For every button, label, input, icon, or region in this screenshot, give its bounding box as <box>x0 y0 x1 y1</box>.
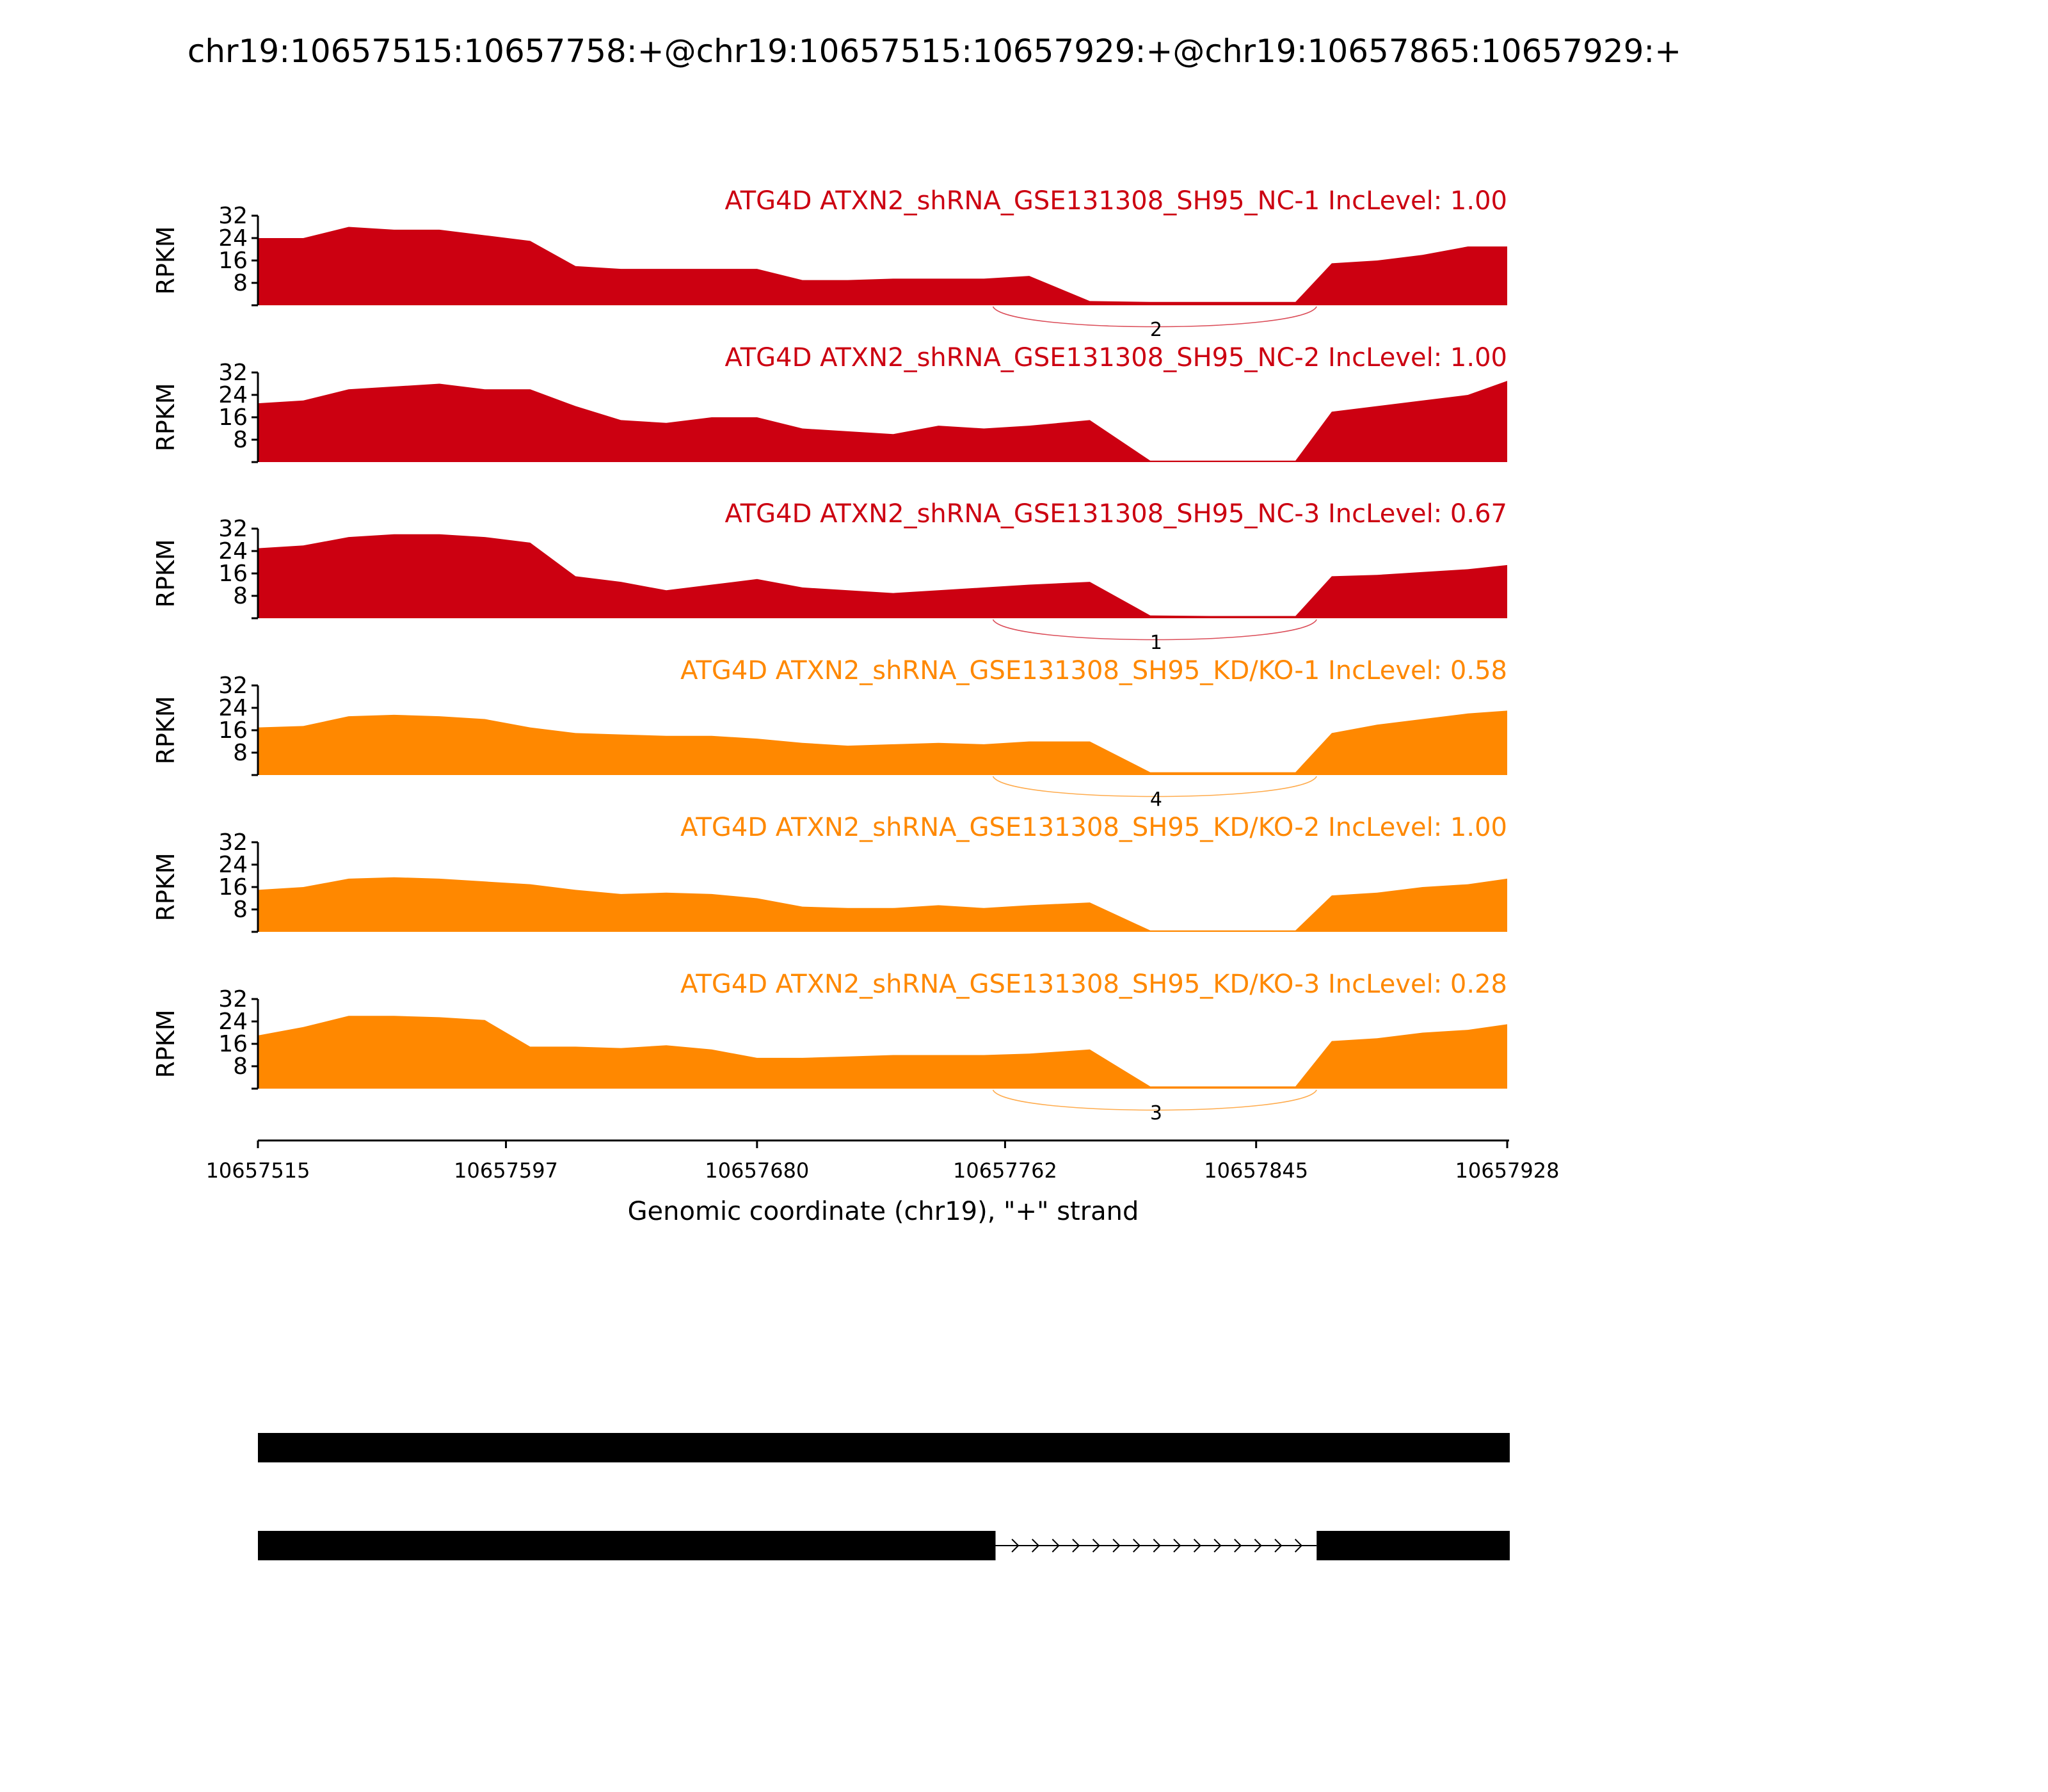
intron-arrow <box>1173 1539 1181 1553</box>
y-tick-label: 32 <box>218 516 248 542</box>
y-tick-label: 16 <box>218 561 248 587</box>
junction-count: 1 <box>1150 632 1162 654</box>
chart-title: chr19:10657515:10657758:+@chr19:10657515… <box>188 33 1681 70</box>
intron-arrow <box>1274 1539 1283 1553</box>
y-tick-label: 24 <box>218 1009 248 1035</box>
intron-arrow <box>1032 1539 1040 1553</box>
coverage-area <box>258 227 1507 305</box>
y-axis-label: RPKM <box>152 539 180 607</box>
track-label: ATG4D ATXN2_shRNA_GSE131308_SH95_NC-1 In… <box>724 186 1507 216</box>
coverage-area <box>258 710 1507 775</box>
y-tick-label: 8 <box>233 427 248 453</box>
coverage-area <box>258 1016 1507 1089</box>
transcript-models <box>258 1433 1510 1560</box>
intron-arrow <box>1234 1539 1242 1553</box>
intron-arrow <box>1254 1539 1262 1553</box>
x-tick-label: 10657845 <box>1204 1158 1308 1183</box>
y-tick-label: 16 <box>218 1031 248 1057</box>
junction-count: 3 <box>1150 1102 1162 1124</box>
intron-arrow <box>1011 1539 1020 1553</box>
track-label: ATG4D ATXN2_shRNA_GSE131308_SH95_KD/KO-2… <box>680 813 1507 842</box>
y-tick-label: 32 <box>218 360 248 386</box>
y-tick-label: 16 <box>218 404 248 431</box>
y-tick-label: 32 <box>218 829 248 856</box>
junction-arc <box>992 1089 1317 1111</box>
exon-block <box>258 1433 1510 1462</box>
junction-arc <box>992 619 1317 641</box>
junction-arc <box>992 306 1317 328</box>
x-tick-label: 10657515 <box>206 1158 310 1183</box>
y-tick-label: 16 <box>218 717 248 744</box>
y-tick-label: 32 <box>218 673 248 699</box>
x-tick-label: 10657928 <box>1455 1158 1560 1183</box>
intron-arrow <box>1153 1539 1161 1553</box>
y-tick-label: 24 <box>218 695 248 721</box>
track-label: ATG4D ATXN2_shRNA_GSE131308_SH95_KD/KO-1… <box>680 656 1507 685</box>
y-tick-label: 8 <box>233 897 248 923</box>
transcript-1 <box>258 1433 1510 1462</box>
junction-arc <box>992 776 1317 797</box>
x-tick-label: 10657597 <box>454 1158 558 1183</box>
intron-arrow <box>1072 1539 1080 1553</box>
y-tick-label: 24 <box>218 538 248 564</box>
intron-arrow <box>1092 1539 1100 1553</box>
junction-count: 4 <box>1150 788 1162 811</box>
y-tick-label: 32 <box>218 203 248 229</box>
track-label: ATG4D ATXN2_shRNA_GSE131308_SH95_NC-2 In… <box>724 343 1507 372</box>
y-tick-label: 8 <box>233 583 248 609</box>
y-tick-label: 24 <box>218 852 248 878</box>
intron-arrow <box>1193 1539 1202 1553</box>
y-axis-label: RPKM <box>152 1009 180 1078</box>
y-tick-label: 8 <box>233 270 248 296</box>
track-label: ATG4D ATXN2_shRNA_GSE131308_SH95_KD/KO-3… <box>680 970 1507 999</box>
y-tick-label: 24 <box>218 225 248 252</box>
transcript-2 <box>258 1531 1510 1560</box>
x-axis-label: Genomic coordinate (chr19), "+" strand <box>628 1197 1139 1226</box>
track-label: ATG4D ATXN2_shRNA_GSE131308_SH95_NC-3 In… <box>724 499 1507 529</box>
y-axis-label: RPKM <box>152 226 180 294</box>
y-tick-label: 8 <box>233 740 248 766</box>
y-axis-label: RPKM <box>152 383 180 451</box>
x-tick-label: 10657762 <box>953 1158 1057 1183</box>
y-tick-label: 16 <box>218 248 248 274</box>
exon-block <box>258 1531 996 1560</box>
y-axis-label: RPKM <box>152 696 180 764</box>
y-axis-label: RPKM <box>152 852 180 921</box>
x-axis: Genomic coordinate (chr19), "+" strand 1… <box>206 1139 1560 1226</box>
y-tick-label: 16 <box>218 874 248 900</box>
intron-arrow <box>1052 1539 1060 1553</box>
intron-arrow <box>1133 1539 1141 1553</box>
intron-arrow <box>1112 1539 1121 1553</box>
coverage-area <box>258 877 1507 932</box>
intron-arrow <box>1213 1539 1222 1553</box>
y-tick-label: 24 <box>218 382 248 408</box>
intron-arrow <box>1294 1539 1303 1553</box>
coverage-area <box>258 381 1507 462</box>
y-tick-label: 8 <box>233 1053 248 1080</box>
x-tick-label: 10657680 <box>705 1158 809 1183</box>
exon-block <box>1316 1531 1510 1560</box>
coverage-area <box>258 534 1507 618</box>
y-tick-label: 32 <box>218 986 248 1012</box>
junction-count: 2 <box>1150 319 1162 341</box>
